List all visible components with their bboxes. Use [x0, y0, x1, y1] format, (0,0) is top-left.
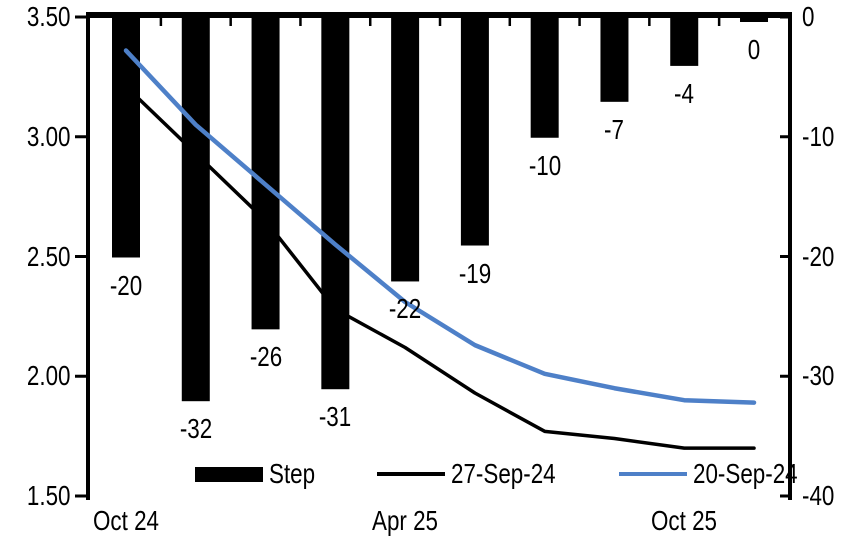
- y-axis-right-tick-label: 0: [802, 1, 815, 32]
- x-axis-tick: [299, 18, 302, 26]
- y-axis-right-line: [788, 12, 792, 500]
- bar-data-label: -26: [249, 341, 282, 373]
- bar-step: [251, 12, 280, 330]
- x-axis-tick-label: Oct 25: [651, 505, 718, 536]
- y-axis-left-tick: [75, 494, 86, 498]
- x-axis-tick: [368, 18, 372, 26]
- y-axis-right-tick: [780, 255, 788, 258]
- line-20-sep-24: [123, 48, 757, 405]
- y-axis-right-tick: [780, 494, 788, 498]
- y-axis-right-tick-label: -10: [802, 120, 835, 152]
- y-axis-right-tick-label: -30: [802, 360, 835, 392]
- x-axis-tick: [508, 18, 512, 26]
- bar-step: [391, 12, 420, 282]
- x-axis-line: [86, 12, 792, 18]
- x-axis-tick-label: Apr 25: [372, 505, 439, 536]
- bar-step: [321, 12, 350, 390]
- y-axis-right-tick-label: -40: [802, 480, 835, 511]
- y-axis-right-tick: [780, 15, 788, 19]
- y-axis-left-tick: [75, 374, 86, 378]
- x-axis-tick-label: Oct 24: [93, 505, 159, 536]
- bar-data-label: -22: [388, 293, 422, 325]
- bar-data-label: -20: [109, 269, 143, 301]
- y-axis-right-tick: [780, 374, 788, 378]
- y-axis-left-tick: [75, 255, 86, 258]
- y-axis-left-tick-label: 2.50: [26, 240, 70, 272]
- y-axis-left-tick: [75, 135, 86, 139]
- y-axis-right-tick-label: -20: [802, 240, 835, 272]
- y-axis-left-line: [86, 12, 90, 500]
- bar-step: [181, 12, 210, 402]
- x-axis-tick: [229, 18, 232, 26]
- bar-data-label: -10: [528, 149, 561, 181]
- line-27-sep-24: [124, 84, 756, 450]
- x-axis-tick: [717, 18, 721, 26]
- bar-data-label: -31: [319, 401, 352, 433]
- bar-step: [600, 12, 629, 102]
- x-axis-tick: [159, 18, 163, 26]
- y-axis-left-tick-label: 3.00: [26, 120, 70, 152]
- y-axis-left-tick: [75, 15, 86, 19]
- bar-data-label: -4: [674, 77, 695, 109]
- bar-data-label: -7: [604, 113, 625, 145]
- bar-step: [530, 12, 559, 138]
- y-axis-right-tick: [780, 135, 788, 139]
- bar-step: [670, 12, 699, 66]
- x-axis-tick: [578, 18, 581, 26]
- x-axis-tick: [438, 18, 442, 26]
- bar-data-label: -32: [179, 413, 212, 445]
- bar-data-label: 0: [747, 34, 761, 65]
- x-axis-tick: [648, 18, 651, 26]
- y-axis-left-tick-label: 1.50: [26, 480, 70, 511]
- bar-data-label: -19: [458, 257, 492, 289]
- y-axis-left-tick-label: 2.00: [26, 360, 70, 392]
- bar-step: [460, 12, 489, 246]
- y-axis-left-tick-label: 3.50: [26, 1, 70, 32]
